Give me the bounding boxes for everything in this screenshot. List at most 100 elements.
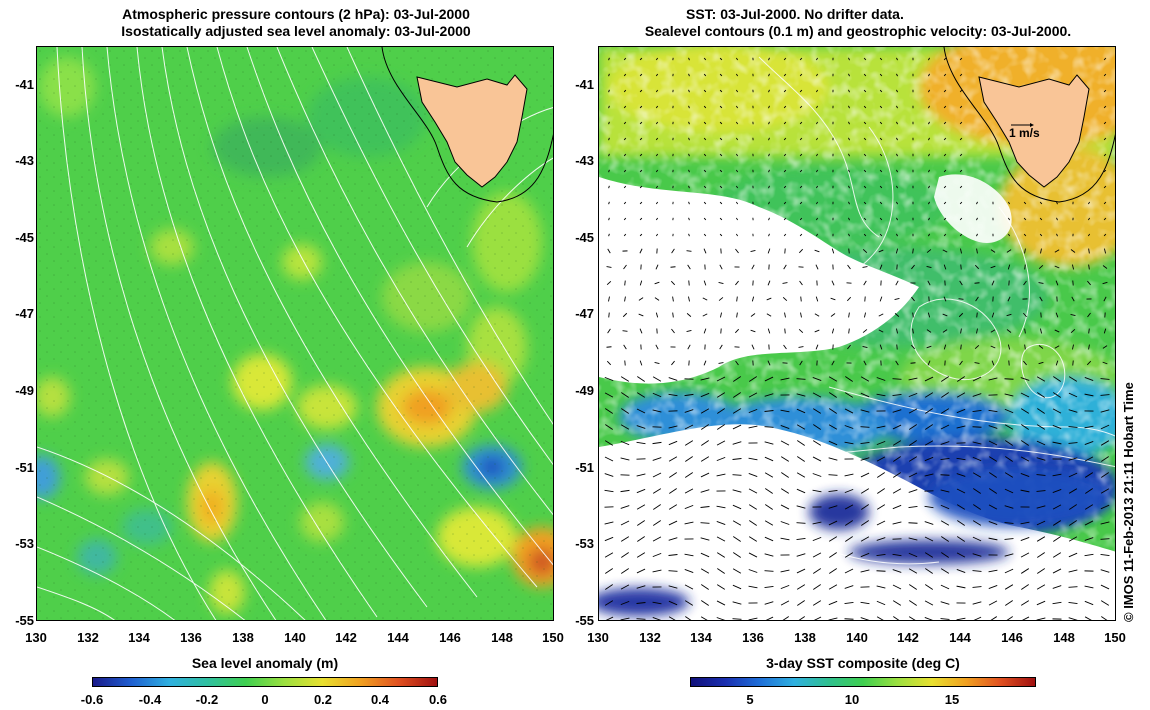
velocity-arrow (860, 488, 870, 494)
velocity-arrow (896, 169, 898, 173)
velocity-arrow (655, 73, 659, 77)
velocity-arrow (783, 105, 787, 109)
velocity-arrow (943, 185, 947, 189)
velocity-arrow (1103, 73, 1107, 77)
velocity-arrow (639, 153, 643, 157)
velocity-arrow (636, 392, 646, 398)
velocity-arrow (940, 584, 950, 590)
velocity-arrow (639, 217, 643, 221)
velocity-arrow (764, 456, 774, 462)
left-ytick: -53 (15, 536, 34, 551)
velocity-arrow (1069, 504, 1077, 510)
velocity-arrow (655, 344, 659, 350)
velocity-arrow (751, 296, 755, 302)
velocity-arrow (701, 424, 709, 430)
velocity-arrow (815, 217, 819, 221)
velocity-arrow (926, 249, 932, 253)
velocity-arrow (768, 121, 770, 125)
velocity-arrow (671, 360, 675, 366)
velocity-arrow (668, 425, 678, 429)
velocity-arrow (636, 425, 646, 429)
velocity-arrow (863, 169, 867, 173)
velocity-arrow (1024, 248, 1026, 254)
velocity-arrow (1037, 408, 1045, 414)
velocity-arrow (688, 105, 690, 109)
velocity-arrow (860, 472, 870, 478)
velocity-arrow (830, 297, 836, 301)
velocity-arrow (1068, 601, 1078, 605)
velocity-arrow (940, 520, 950, 526)
velocity-arrow (604, 536, 614, 542)
velocity-arrow (943, 57, 947, 61)
velocity-arrow (1024, 328, 1026, 334)
velocity-arrow (896, 89, 898, 93)
velocity-arrow (1052, 473, 1062, 477)
velocity-arrow (972, 553, 982, 557)
velocity-arrow (1052, 568, 1062, 574)
velocity-arrow (814, 329, 820, 333)
velocity-arrow (943, 89, 947, 93)
velocity-arrow (928, 169, 930, 173)
velocity-arrow (1004, 538, 1014, 540)
velocity-arrow (735, 57, 739, 61)
velocity-arrow (876, 553, 886, 557)
velocity-arrow (924, 456, 934, 462)
velocity-arrow (768, 201, 770, 205)
velocity-arrow (735, 73, 739, 77)
velocity-arrow (780, 425, 790, 429)
velocity-arrow (1084, 425, 1094, 429)
velocity-arrow (639, 137, 643, 141)
velocity-arrow (1053, 376, 1061, 382)
velocity-arrow (624, 280, 626, 286)
velocity-arrow (1038, 264, 1044, 270)
velocity-arrow (1020, 600, 1030, 606)
velocity-arrow (639, 121, 643, 125)
velocity-arrow (1007, 217, 1011, 221)
velocity-arrow (991, 312, 995, 318)
velocity-arrow (768, 57, 770, 61)
velocity-arrow (956, 392, 966, 398)
velocity-arrow (796, 553, 806, 557)
velocity-arrow (735, 105, 739, 109)
velocity-arrow (719, 73, 723, 77)
velocity-arrow (910, 344, 916, 350)
velocity-arrow (848, 57, 850, 61)
velocity-arrow (652, 601, 662, 605)
velocity-arrow (893, 616, 900, 620)
velocity-arrow (652, 569, 662, 573)
velocity-arrow (767, 360, 771, 366)
velocity-arrow (784, 328, 786, 334)
velocity-arrow (652, 472, 662, 478)
velocity-arrow (703, 201, 707, 205)
velocity-arrow (1100, 488, 1110, 494)
velocity-arrow (862, 266, 868, 268)
velocity-arrow (703, 360, 707, 366)
velocity-arrow (908, 505, 918, 509)
velocity-arrow (896, 201, 898, 205)
velocity-arrow (988, 537, 998, 541)
velocity-arrow (1068, 586, 1078, 588)
velocity-arrow (863, 73, 867, 77)
velocity-arrow (767, 328, 771, 334)
velocity-arrow (990, 329, 996, 333)
velocity-arrow (653, 504, 661, 510)
velocity-arrow (780, 488, 790, 494)
velocity-arrow (1052, 585, 1062, 589)
velocity-arrow (876, 520, 886, 526)
velocity-arrow (783, 201, 787, 205)
left-ytick: -49 (15, 383, 34, 398)
velocity-arrow (780, 504, 790, 510)
velocity-arrow (1004, 472, 1014, 478)
left-colorbar (92, 677, 438, 687)
velocity-arrow (799, 105, 803, 109)
velocity-arrow (684, 504, 694, 510)
velocity-arrow (748, 585, 758, 589)
velocity-arrow (876, 393, 886, 397)
velocity-arrow (1084, 472, 1094, 478)
velocity-arrow (894, 313, 900, 317)
velocity-arrow (815, 185, 819, 189)
velocity-arrow (1039, 233, 1043, 237)
velocity-arrow (943, 201, 947, 205)
velocity-arrow (828, 457, 838, 461)
velocity-arrow (688, 233, 690, 237)
